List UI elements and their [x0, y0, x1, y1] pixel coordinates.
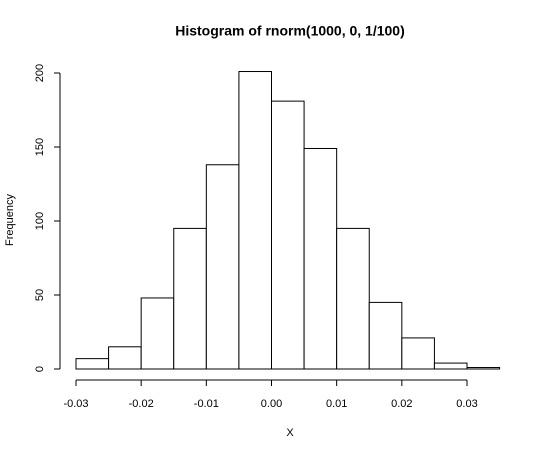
y-axis-label: Frequency: [4, 194, 16, 246]
bar: [140, 297, 175, 370]
y-tick-label: 50: [34, 289, 46, 301]
bar: [205, 164, 240, 370]
bar: [368, 301, 403, 370]
bar: [303, 147, 338, 370]
x-tick-label: 0.02: [391, 398, 412, 410]
x-tick-label: 0.00: [261, 398, 282, 410]
bar: [466, 367, 501, 370]
bar: [75, 358, 110, 370]
y-tick-label: 100: [34, 212, 46, 230]
bar: [336, 227, 370, 370]
x-tick-label: -0.02: [129, 398, 154, 410]
bar: [238, 71, 273, 370]
x-axis-label: X: [286, 427, 294, 439]
x-tick-label: 0.01: [326, 398, 347, 410]
y-tick-label: 150: [34, 138, 46, 156]
x-tick-label: -0.03: [63, 398, 88, 410]
bar: [433, 362, 468, 370]
chart-title: Histogram of rnorm(1000, 0, 1/100): [175, 23, 405, 39]
bar: [271, 100, 305, 370]
bar: [173, 227, 207, 370]
x-tick-label: 0.03: [456, 398, 477, 410]
bar: [108, 346, 142, 370]
y-tick-label: 200: [34, 64, 46, 82]
bar: [401, 337, 435, 370]
y-tick-label: 0: [34, 366, 46, 372]
x-tick-label: -0.01: [194, 398, 219, 410]
